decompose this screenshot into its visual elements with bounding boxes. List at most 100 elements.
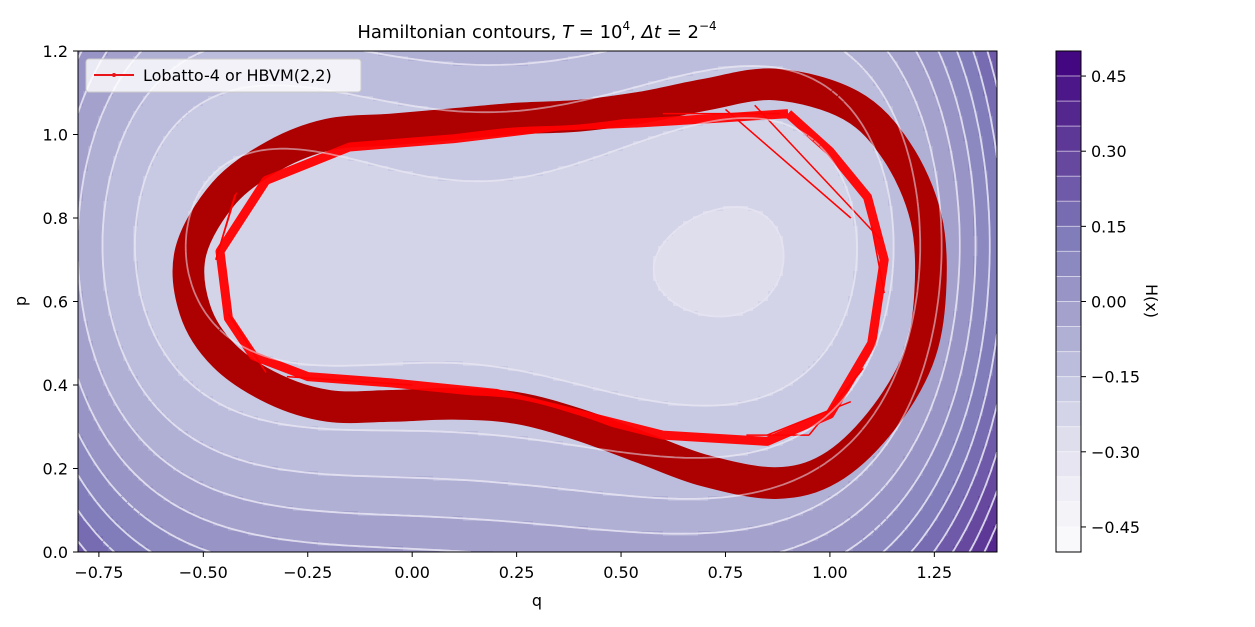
heatmap-cell xyxy=(618,76,624,82)
heatmap-cell xyxy=(178,121,184,127)
heatmap-cell xyxy=(533,166,539,172)
heatmap-cell xyxy=(423,66,429,72)
heatmap-cell xyxy=(153,101,159,107)
heatmap-cell xyxy=(363,66,369,72)
heatmap-cell xyxy=(968,136,974,142)
heatmap-cell xyxy=(268,106,274,112)
heatmap-cell xyxy=(338,176,344,182)
heatmap-cell xyxy=(958,171,964,177)
heatmap-cell xyxy=(893,86,899,92)
heatmap-cell xyxy=(913,66,919,72)
heatmap-cell xyxy=(823,171,829,177)
heatmap-cell xyxy=(908,76,914,82)
heatmap-cell xyxy=(118,151,124,157)
heatmap-cell xyxy=(83,106,89,112)
heatmap-cell xyxy=(518,81,524,87)
heatmap-cell xyxy=(138,116,144,122)
heatmap-cell xyxy=(748,101,754,107)
heatmap-cell xyxy=(593,81,599,87)
heatmap-cell xyxy=(78,81,84,87)
heatmap-cell xyxy=(338,166,344,172)
heatmap-cell xyxy=(563,141,569,147)
heatmap-cell xyxy=(928,66,934,72)
heatmap-cell xyxy=(383,86,389,92)
heatmap-cell xyxy=(433,156,439,162)
heatmap-cell xyxy=(713,151,719,157)
heatmap-cell xyxy=(993,86,997,92)
heatmap-cell xyxy=(158,96,164,102)
heatmap-cell xyxy=(568,151,574,157)
heatmap-cell xyxy=(738,131,744,137)
heatmap-cell xyxy=(528,96,534,102)
heatmap-cell xyxy=(583,51,589,57)
heatmap-cell xyxy=(448,76,454,82)
heatmap-cell xyxy=(183,146,189,152)
heatmap-cell xyxy=(613,161,619,167)
heatmap-cell xyxy=(838,126,844,132)
heatmap-cell xyxy=(613,156,619,162)
heatmap-cell xyxy=(723,156,729,162)
heatmap-cell xyxy=(918,66,924,72)
heatmap-cell xyxy=(83,171,89,177)
heatmap-cell xyxy=(768,126,774,132)
heatmap-cell xyxy=(128,106,134,112)
heatmap-cell xyxy=(98,181,104,187)
heatmap-cell xyxy=(598,61,604,67)
heatmap-cell xyxy=(623,86,629,92)
heatmap-cell xyxy=(663,166,669,172)
heatmap-cell xyxy=(653,166,659,172)
heatmap-cell xyxy=(483,151,489,157)
heatmap-cell xyxy=(718,181,724,187)
heatmap-cell xyxy=(183,91,189,97)
heatmap-cell xyxy=(248,141,254,147)
heatmap-cell xyxy=(203,51,209,57)
heatmap-cell xyxy=(988,51,994,57)
heatmap-cell xyxy=(83,151,89,157)
heatmap-cell xyxy=(563,66,569,72)
heatmap-cell xyxy=(458,171,464,177)
heatmap-cell xyxy=(793,171,799,177)
heatmap-cell xyxy=(753,151,759,157)
heatmap-cell xyxy=(588,56,594,62)
heatmap-cell xyxy=(728,176,734,182)
heatmap-cell xyxy=(123,171,129,177)
heatmap-cell xyxy=(398,91,404,97)
heatmap-cell xyxy=(553,96,559,102)
heatmap-cell xyxy=(168,111,174,117)
heatmap-cell xyxy=(483,141,489,147)
heatmap-cell xyxy=(338,106,344,112)
heatmap-cell xyxy=(833,121,839,127)
heatmap-cell xyxy=(873,176,879,182)
heatmap-cell xyxy=(983,141,989,147)
heatmap-cell xyxy=(263,126,269,132)
heatmap-cell xyxy=(603,76,609,82)
heatmap-cell xyxy=(653,126,659,132)
heatmap-cell xyxy=(573,146,579,152)
heatmap-cell xyxy=(748,141,754,147)
heatmap-cell xyxy=(148,101,154,107)
heatmap-cell xyxy=(948,141,954,147)
heatmap-cell xyxy=(643,151,649,157)
heatmap-cell xyxy=(393,151,399,157)
heatmap-cell xyxy=(928,106,934,112)
heatmap-cell xyxy=(578,151,584,157)
heatmap-cell xyxy=(983,156,989,162)
heatmap-cell xyxy=(923,86,929,92)
heatmap-cell xyxy=(488,146,494,152)
heatmap-cell xyxy=(588,61,594,67)
heatmap-cell xyxy=(648,66,654,72)
heatmap-cell xyxy=(178,161,184,167)
heatmap-cell xyxy=(708,131,714,137)
heatmap-cell xyxy=(278,131,284,137)
heatmap-cell xyxy=(393,81,399,87)
heatmap-cell xyxy=(813,106,819,112)
heatmap-cell xyxy=(743,146,749,152)
heatmap-cell xyxy=(568,86,574,92)
heatmap-cell xyxy=(148,136,154,142)
heatmap-cell xyxy=(563,76,569,82)
heatmap-cell xyxy=(158,111,164,117)
heatmap-cell xyxy=(663,156,669,162)
heatmap-cell xyxy=(608,66,614,72)
heatmap-cell xyxy=(753,146,759,152)
heatmap-cell xyxy=(603,71,609,77)
